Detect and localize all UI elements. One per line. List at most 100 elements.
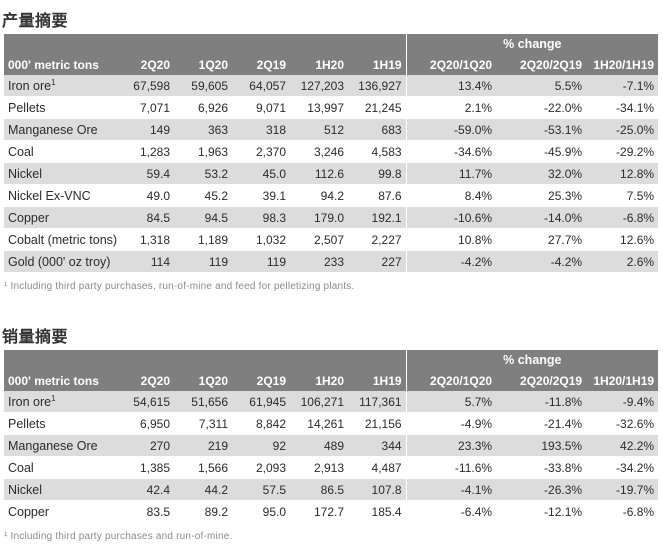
pct-change-header: % change <box>405 350 659 370</box>
table-cell: 127,203 <box>290 75 348 97</box>
table-cell: -34.6% <box>405 140 497 163</box>
table-cell: 12.6% <box>586 228 659 251</box>
table-cell: -19.7% <box>586 478 659 501</box>
table-row: Copper 84.5 94.5 98.3 179.0 192.1 -10.6% -14.0%… <box>4 206 659 229</box>
table-cell: 112.6 <box>290 162 348 185</box>
pct-change-header-row: % change <box>4 350 659 370</box>
table-cell: -6.8% <box>586 500 659 523</box>
table-cell: -6.4% <box>405 500 497 523</box>
table-row: Iron ore1 54,615 51,656 61,945 106,271 117,36… <box>4 391 659 413</box>
column-header: 1Q20 <box>174 370 232 391</box>
column-header: 1H20/1H19 <box>586 370 659 391</box>
table-cell: 42.2% <box>586 434 659 457</box>
header-blank-cell <box>4 34 407 54</box>
table-cell: 5.7% <box>405 391 497 413</box>
table-cell: -33.8% <box>496 456 587 479</box>
table-cell: -12.1% <box>496 500 587 523</box>
table-cell: 44.2 <box>174 478 232 501</box>
table-cell: -34.1% <box>586 96 659 119</box>
table-cell: 683 <box>348 118 407 141</box>
table-cell: 13.4% <box>405 75 497 97</box>
table-cell: 107.8 <box>348 478 407 501</box>
table-cell: 6,950 <box>128 412 174 435</box>
table-cell: 49.0 <box>128 184 174 207</box>
pct-change-header-row: % change <box>4 34 659 54</box>
table-cell: 32.0% <box>496 162 587 185</box>
sales-table: % change 000' metric tons 2Q20 1Q20 2Q19 1H20… <box>4 350 659 523</box>
table-row: Gold (000' oz troy) 114 119 119 233 227 -4.2% -… <box>4 250 659 273</box>
table-row: Pellets 7,071 6,926 9,071 13,997 21,245 2.1% -2… <box>4 96 659 119</box>
table-cell: -26.3% <box>496 478 587 501</box>
table-cell: 363 <box>174 118 232 141</box>
row-label-text: Manganese Ore <box>8 122 98 137</box>
column-header: 1Q20 <box>174 54 232 75</box>
table-cell: 64,057 <box>232 75 290 97</box>
column-header: 2Q19 <box>232 54 290 75</box>
row-label-text: Copper <box>8 504 49 519</box>
row-label-text: Pellets <box>8 100 46 115</box>
column-header: 1H20 <box>290 54 348 75</box>
table-cell: 10.8% <box>405 228 497 251</box>
table-cell: 59.4 <box>128 162 174 185</box>
table-cell: 95.0 <box>232 500 290 523</box>
table-cell: -11.6% <box>405 456 497 479</box>
table-cell: 227 <box>348 250 407 273</box>
table-cell: -59.0% <box>405 118 497 141</box>
table-cell: 1,283 <box>128 140 174 163</box>
table-cell: 51,656 <box>174 391 232 413</box>
row-label: Cobalt (metric tons) <box>4 228 128 251</box>
table-cell: -7.1% <box>586 75 659 97</box>
table-cell: 86.5 <box>290 478 348 501</box>
table-cell: 7,071 <box>128 96 174 119</box>
row-label: Pellets <box>4 96 128 119</box>
table-cell: 8,842 <box>232 412 290 435</box>
table-cell: 119 <box>174 250 232 273</box>
table-cell: 344 <box>348 434 407 457</box>
table-cell: 84.5 <box>128 206 174 229</box>
table-cell: -32.6% <box>586 412 659 435</box>
table-row: Nickel Ex-VNC 49.0 45.2 39.1 94.2 87.6 8.4% 25.… <box>4 184 659 207</box>
table-cell: -29.2% <box>586 140 659 163</box>
table-cell: 54,615 <box>128 391 174 413</box>
table-cell: 98.3 <box>232 206 290 229</box>
table-cell: 7.5% <box>586 184 659 207</box>
table-cell: 6,926 <box>174 96 232 119</box>
row-label: Pellets <box>4 412 128 435</box>
table-cell: 119 <box>232 250 290 273</box>
row-label-text: Nickel Ex-VNC <box>8 188 91 203</box>
production-title: 产量摘要 <box>2 11 69 30</box>
row-label: Manganese Ore <box>4 434 128 457</box>
table-cell: 25.3% <box>496 184 587 207</box>
column-header: 1H20/1H19 <box>586 54 659 75</box>
row-label: Coal <box>4 140 128 163</box>
row-label-text: Gold (000' oz troy) <box>8 254 111 269</box>
table-cell: 2.1% <box>405 96 497 119</box>
column-header: 2Q20/2Q19 <box>496 370 587 391</box>
table-cell: 114 <box>128 250 174 273</box>
table-cell: 1,385 <box>128 456 174 479</box>
column-header: 1H19 <box>348 370 407 391</box>
table-cell: 193.5% <box>496 434 587 457</box>
table-cell: -34.2% <box>586 456 659 479</box>
row-label-text: Nickel <box>8 482 43 497</box>
column-header: 000' metric tons <box>4 370 128 391</box>
table-cell: 94.2 <box>290 184 348 207</box>
table-cell: 1,032 <box>232 228 290 251</box>
row-label: Nickel Ex-VNC <box>4 184 128 207</box>
table-cell: 23.3% <box>405 434 497 457</box>
table-cell: 4,583 <box>348 140 407 163</box>
table-cell: 83.5 <box>128 500 174 523</box>
row-label-text: Manganese Ore <box>8 438 98 453</box>
table-cell: 136,927 <box>348 75 407 97</box>
row-label: Nickel <box>4 162 128 185</box>
table-row: Copper 83.5 89.2 95.0 172.7 185.4 -6.4% -12.1% -… <box>4 500 659 523</box>
table-cell: 185.4 <box>348 500 407 523</box>
table-cell: 2,093 <box>232 456 290 479</box>
table-cell: 59,605 <box>174 75 232 97</box>
table-cell: 512 <box>290 118 348 141</box>
table-cell: 2.6% <box>586 250 659 273</box>
footnote-marker: 1 <box>51 77 56 87</box>
table-cell: -10.6% <box>405 206 497 229</box>
table-cell: -6.8% <box>586 206 659 229</box>
row-label-text: Iron ore <box>8 79 52 94</box>
